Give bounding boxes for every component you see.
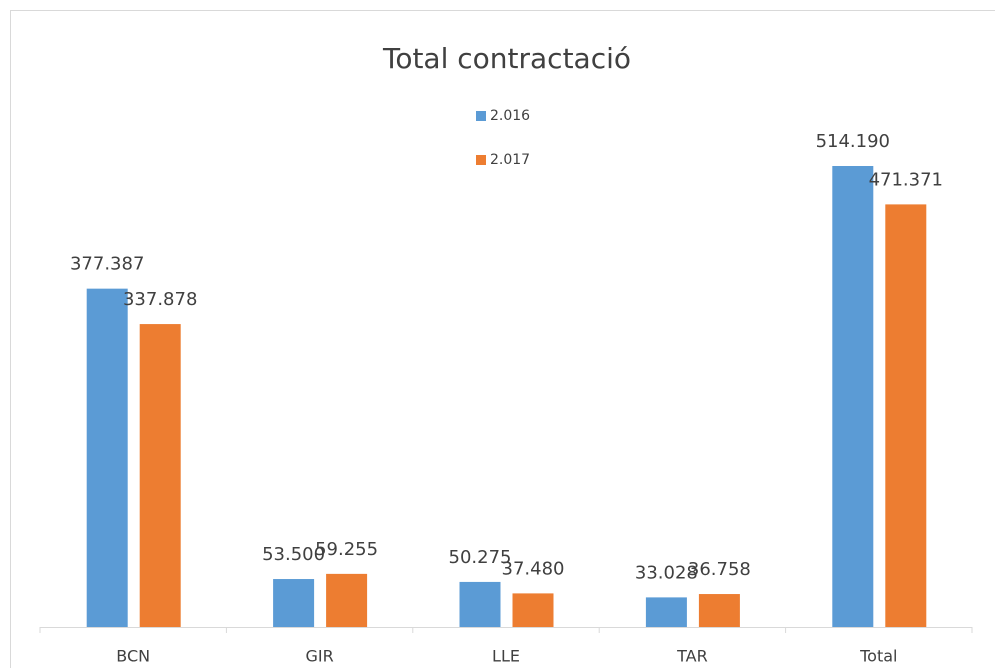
data-label: 514.190	[816, 131, 890, 152]
x-tick-label: Total	[859, 647, 897, 666]
bar	[139, 324, 181, 627]
x-tick-label: LLE	[492, 647, 520, 666]
legend-swatch	[476, 155, 486, 165]
legend-swatch	[476, 111, 486, 121]
bar	[698, 594, 740, 627]
data-label: 37.480	[502, 558, 565, 579]
data-label: 337.878	[123, 289, 197, 310]
data-label: 36.758	[688, 559, 751, 580]
bar	[645, 597, 687, 627]
data-label: 377.387	[70, 254, 144, 275]
data-label: 59.255	[315, 539, 378, 560]
data-label: 33.028	[635, 562, 698, 583]
x-tick-label: BCN	[116, 647, 150, 666]
bar	[86, 288, 128, 627]
data-label: 53.500	[262, 544, 325, 565]
x-tick-label: GIR	[305, 647, 333, 666]
x-tick-label: TAR	[676, 647, 708, 666]
legend-label: 2.017	[490, 152, 530, 168]
bar	[512, 593, 554, 627]
data-label: 50.275	[449, 547, 512, 568]
bar	[885, 204, 927, 627]
bar	[832, 166, 874, 627]
bar	[326, 573, 368, 627]
bar	[273, 579, 315, 627]
legend-label: 2.016	[490, 108, 530, 124]
chart-title: Total contractació	[382, 42, 631, 75]
bar	[459, 581, 501, 627]
data-label: 471.371	[869, 169, 943, 190]
